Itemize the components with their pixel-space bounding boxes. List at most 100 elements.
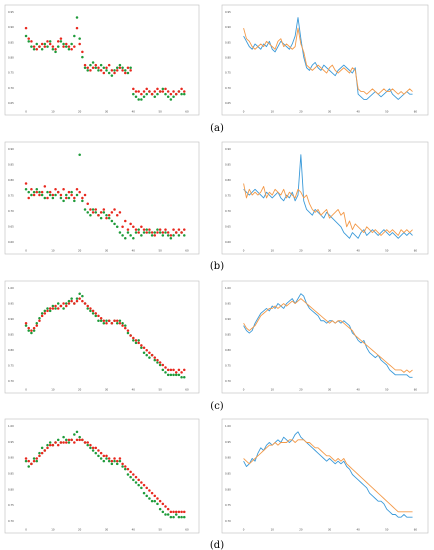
data-point-red: [140, 481, 143, 484]
data-point-red: [153, 356, 157, 359]
data-point-red: [118, 211, 122, 214]
data-point-green: [126, 473, 130, 476]
data-point-red: [70, 438, 73, 442]
data-point-green: [148, 356, 151, 359]
data-point-green: [169, 515, 173, 519]
x-tick-label: 10: [51, 388, 55, 392]
data-point-green: [67, 196, 71, 200]
data-point-red: [142, 228, 146, 231]
x-tick-label: 10: [51, 528, 55, 532]
data-point-green: [169, 373, 173, 377]
x-tick-label: 50: [385, 388, 389, 392]
x-tick-label: 20: [299, 528, 303, 532]
data-point-red: [86, 66, 89, 69]
data-point-red: [83, 63, 87, 67]
y-tick-label: 0.70: [225, 379, 231, 383]
data-point-red: [89, 208, 92, 211]
data-point-green: [73, 34, 76, 38]
x-tick-label: 30: [328, 249, 332, 253]
data-point-red: [62, 45, 65, 48]
data-point-green: [89, 213, 92, 217]
data-point-green: [158, 507, 162, 511]
data-point-green: [62, 435, 65, 439]
data-point-red: [94, 208, 98, 211]
y-tick-label: 0.90: [225, 147, 231, 151]
y-tick-label: 0.85: [8, 472, 14, 476]
data-point-green: [99, 319, 103, 322]
data-point-green: [142, 351, 146, 354]
data-point-red: [35, 457, 39, 460]
y-tick-label: 0.75: [225, 194, 231, 198]
data-point-red: [142, 483, 146, 487]
data-point-green: [161, 234, 165, 237]
data-point-red: [164, 87, 167, 91]
data-point-green: [35, 42, 39, 46]
data-point-red: [65, 42, 68, 46]
data-point-red: [78, 438, 81, 442]
data-point-green: [129, 234, 132, 237]
data-point-green: [124, 69, 127, 72]
data-point-red: [102, 454, 106, 458]
x-tick-label: 30: [328, 388, 332, 392]
data-point-green: [105, 69, 108, 72]
data-point-red: [118, 321, 122, 325]
data-point-green: [46, 45, 49, 48]
data-point-red: [27, 196, 30, 200]
y-tick-label: 0.90: [8, 317, 14, 321]
data-point-red: [24, 321, 28, 325]
x-tick-label: 10: [271, 528, 275, 532]
data-point-green: [129, 66, 132, 69]
data-point-red: [140, 225, 143, 229]
data-point-red: [110, 321, 114, 325]
data-point-red: [183, 90, 186, 93]
x-tick-label: 40: [132, 528, 136, 532]
data-point-red: [124, 326, 127, 330]
data-point-green: [150, 499, 154, 503]
y-tick-label: 0.90: [8, 147, 14, 151]
data-point-green: [83, 66, 87, 69]
data-point-green: [24, 459, 28, 463]
data-point-green: [105, 213, 108, 217]
data-point-green: [145, 228, 148, 231]
data-point-green: [172, 234, 175, 237]
y-tick-label: 0.80: [225, 348, 231, 352]
data-point-green: [134, 231, 138, 234]
chart-frame: [4, 141, 200, 255]
y-tick-label: 0.70: [8, 379, 14, 383]
data-point-red: [43, 312, 47, 315]
data-point-red: [156, 358, 159, 362]
data-point-green: [153, 231, 157, 234]
x-tick-label: 10: [271, 388, 275, 392]
x-tick-label: 60: [185, 249, 189, 253]
data-point-green: [142, 95, 146, 99]
data-point-red: [65, 441, 68, 444]
y-tick-label: 0.70: [8, 519, 14, 523]
series-red: [24, 438, 186, 514]
data-point-green: [148, 231, 151, 234]
y-tick-label: 0.90: [225, 317, 231, 321]
data-point-red: [86, 202, 89, 205]
data-point-red: [148, 228, 151, 231]
data-point-green: [102, 211, 106, 214]
data-point-red: [97, 449, 100, 452]
data-point-green: [48, 193, 52, 197]
data-point-green: [121, 465, 124, 468]
x-tick-label: 50: [158, 528, 162, 532]
x-tick-label: 40: [132, 249, 136, 253]
x-tick-label: 0: [243, 388, 245, 392]
data-point-green: [81, 294, 84, 298]
data-point-red: [150, 231, 154, 234]
data-point-red: [107, 319, 111, 322]
data-point-green: [32, 190, 36, 194]
data-point-red: [137, 341, 140, 345]
data-point-green: [99, 457, 103, 460]
data-point-red: [174, 231, 178, 234]
x-tick-label: 30: [105, 528, 109, 532]
data-point-red: [70, 299, 73, 303]
data-point-red: [172, 228, 175, 231]
data-point-red: [46, 309, 49, 313]
data-point-green: [35, 188, 39, 191]
data-point-green: [86, 211, 89, 214]
y-tick-label: 0.90: [8, 25, 14, 29]
x-tick-label: 0: [25, 110, 27, 114]
